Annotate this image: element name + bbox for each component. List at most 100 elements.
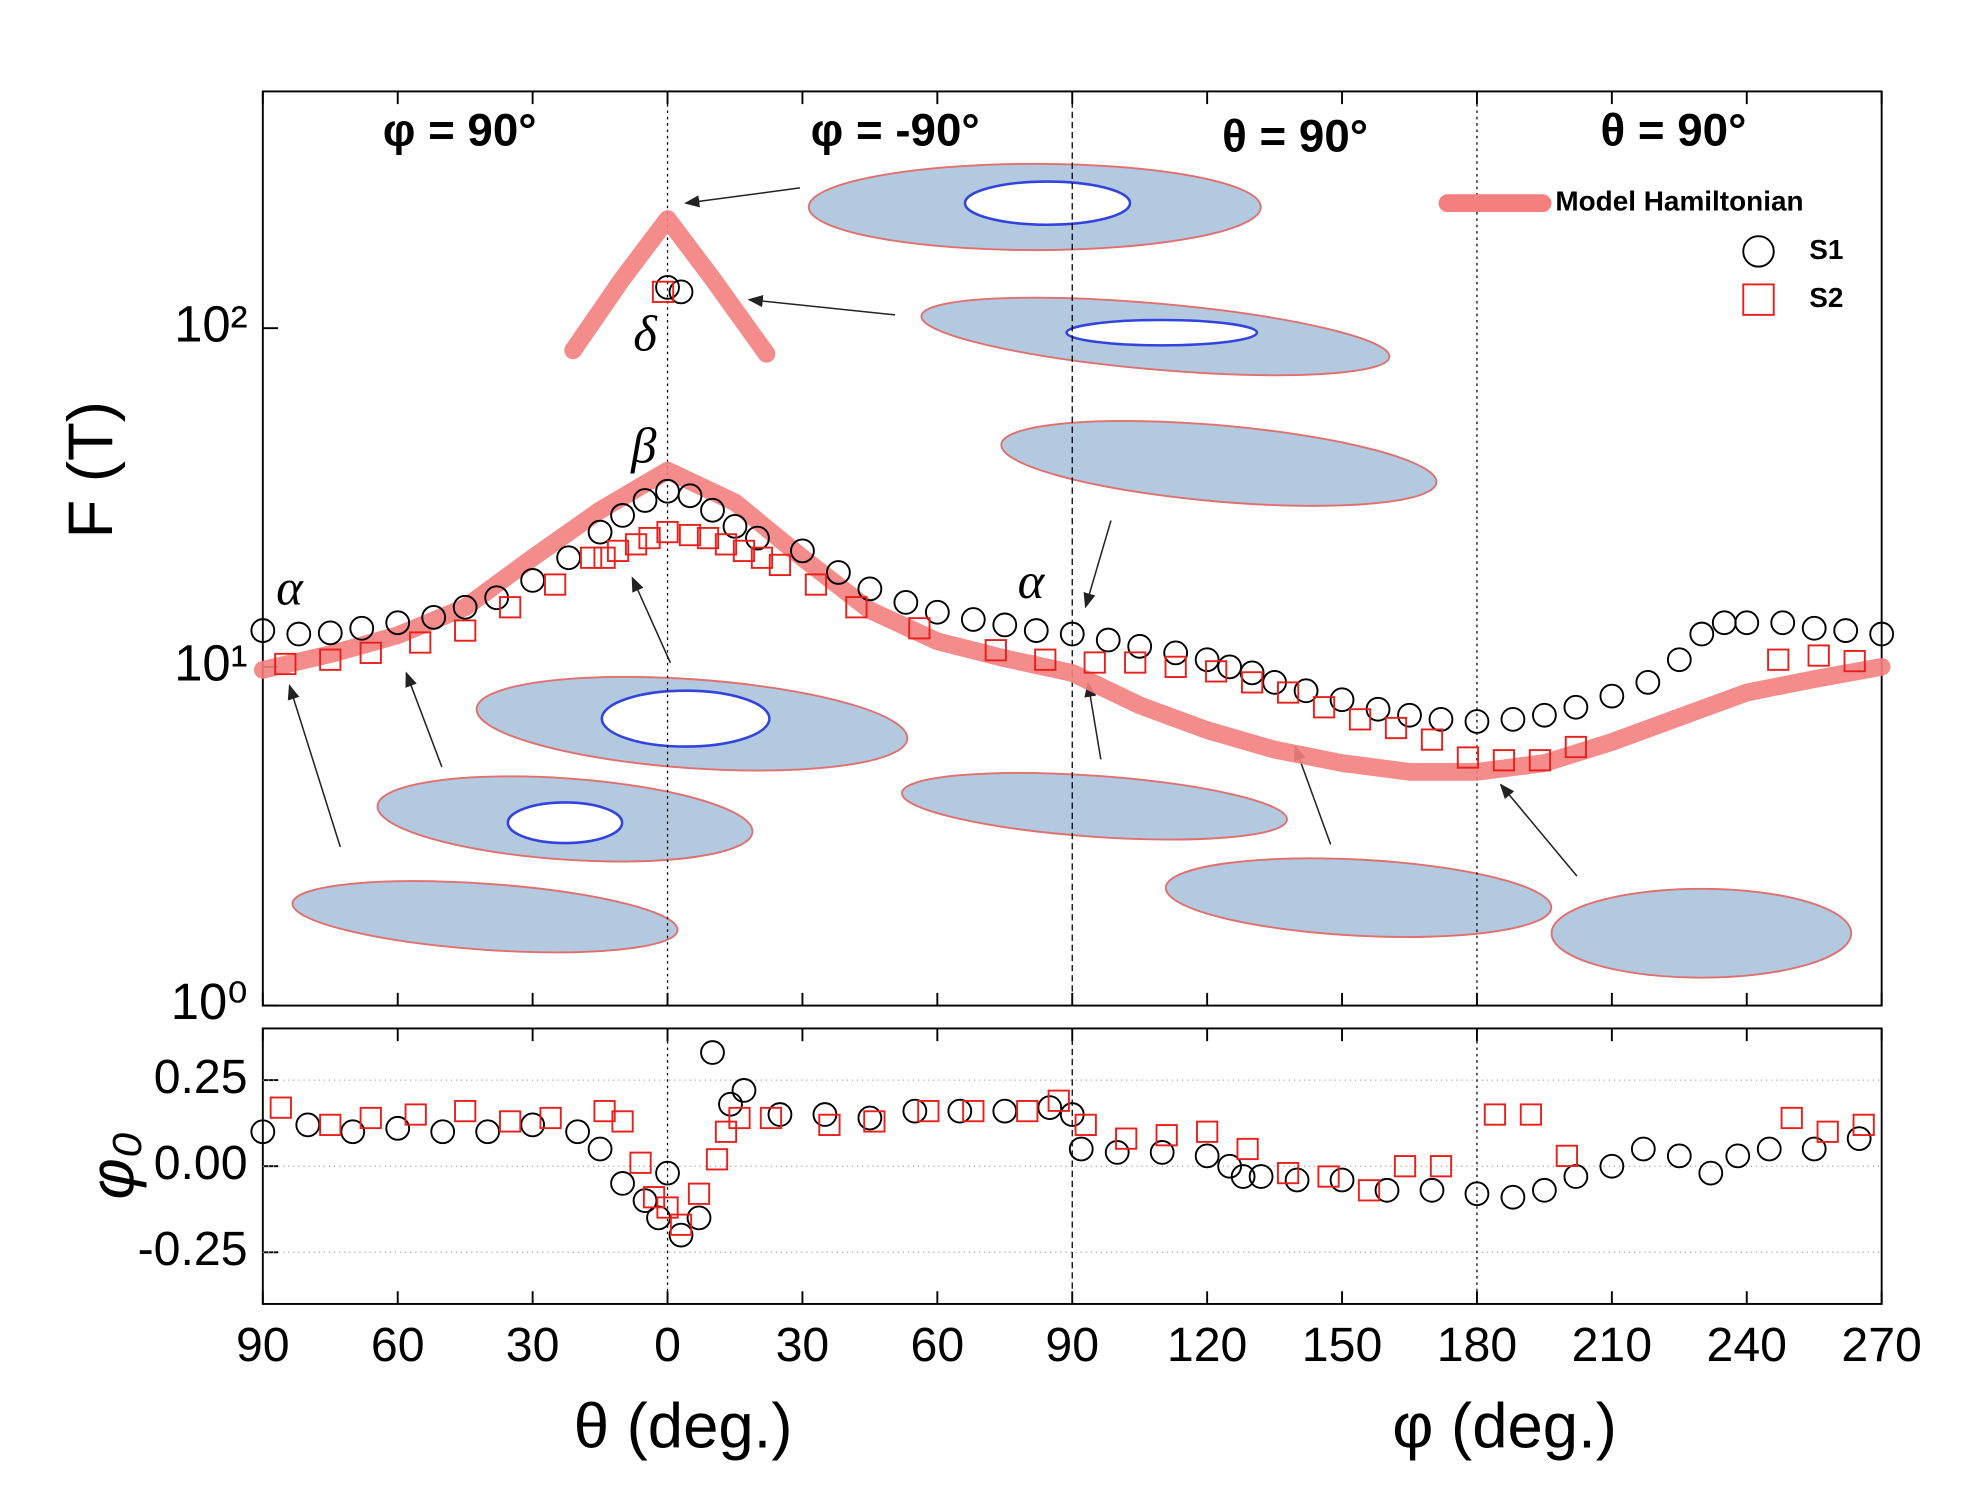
marker-s1 xyxy=(565,1119,590,1145)
marker-s1 xyxy=(1869,621,1895,647)
marker-s1 xyxy=(1428,706,1454,732)
marker-s2 xyxy=(1047,1089,1070,1112)
marker-s2 xyxy=(1528,749,1552,772)
marker-s1 xyxy=(1635,669,1661,695)
marker-s1 xyxy=(1095,627,1121,653)
marker-s1 xyxy=(632,488,658,513)
marker-s1 xyxy=(1464,709,1490,734)
marker-s2 xyxy=(759,1106,783,1130)
marker-s1 xyxy=(826,560,851,585)
marker-s2 xyxy=(1780,1106,1803,1130)
marker-s1 xyxy=(1194,647,1220,673)
y-tick-label: 10¹ xyxy=(174,634,247,691)
marker-s1 xyxy=(1734,610,1760,636)
marker-s1 xyxy=(430,1119,456,1145)
marker-s2 xyxy=(1155,1124,1178,1147)
marker-s2 xyxy=(1236,1137,1259,1161)
marker-s1 xyxy=(1284,1167,1310,1193)
marker-s2 xyxy=(1492,749,1516,772)
marker-s1 xyxy=(745,525,770,551)
marker-s2 xyxy=(1519,1103,1543,1126)
marker-s2 xyxy=(845,596,868,619)
annotation: θ = 90° xyxy=(1601,104,1747,155)
marker-s1 xyxy=(1068,1136,1094,1162)
marker-s2 xyxy=(1357,1179,1381,1202)
marker-s1 xyxy=(960,607,986,632)
y-tick-label: 10² xyxy=(174,296,247,353)
marker-s1 xyxy=(587,519,613,545)
marker-s2 xyxy=(319,648,342,671)
marker-s2 xyxy=(714,1120,738,1143)
marker-s1 xyxy=(1104,1140,1130,1165)
marker-s2 xyxy=(409,631,432,654)
marker-s2 xyxy=(1564,735,1587,759)
marker-s2 xyxy=(1767,648,1790,671)
marker-s1 xyxy=(610,1171,635,1196)
marker-s1 xyxy=(1532,702,1557,728)
annotation: δ xyxy=(633,306,658,362)
annotation: α xyxy=(1018,553,1046,609)
marker-s2 xyxy=(1852,1113,1875,1136)
marker-s2 xyxy=(962,1099,985,1123)
marker-s1 xyxy=(857,576,883,602)
marker-s2 xyxy=(1420,728,1444,751)
marker-s1 xyxy=(587,1136,613,1162)
marker-s2 xyxy=(750,546,774,569)
x-tick-label: 60 xyxy=(911,1318,965,1372)
y-tick-label: -0.25 xyxy=(138,1222,248,1276)
marker-s2 xyxy=(606,539,630,563)
marker-s1 xyxy=(385,610,411,636)
marker-s2 xyxy=(1164,655,1187,678)
marker-s1 xyxy=(1248,1164,1274,1189)
marker-s2 xyxy=(624,533,648,556)
marker-s2 xyxy=(1807,644,1830,667)
marker-s1 xyxy=(655,1160,680,1186)
marker-s2 xyxy=(768,553,792,577)
marker-s1 xyxy=(1239,660,1265,686)
marker-s2 xyxy=(579,546,603,569)
marker-s2 xyxy=(539,1106,562,1130)
legend-label: S2 xyxy=(1809,282,1843,313)
y-tick-label: 0.25 xyxy=(154,1050,248,1104)
marker-s2 xyxy=(687,1182,711,1205)
marker-s2 xyxy=(1312,696,1336,719)
marker-s1 xyxy=(1801,615,1827,641)
marker-s1 xyxy=(1023,618,1049,643)
marker-s2 xyxy=(1276,1161,1300,1185)
marker-s2 xyxy=(638,526,661,550)
marker-s2 xyxy=(908,617,931,640)
marker-s1 xyxy=(1532,1177,1557,1203)
marker-s2 xyxy=(669,1213,693,1236)
marker-s2 xyxy=(1555,1144,1578,1167)
marker-s1 xyxy=(1725,1143,1751,1169)
marker-s1 xyxy=(520,568,546,593)
marker-s2 xyxy=(454,619,477,642)
marker-s2 xyxy=(804,573,828,596)
marker-s1 xyxy=(1419,1177,1445,1203)
marker-s2 xyxy=(1241,671,1264,694)
marker-s1 xyxy=(1630,1136,1656,1162)
marker-s2 xyxy=(404,1103,427,1126)
marker-s1 xyxy=(1698,1160,1724,1186)
marker-s1 xyxy=(1329,1167,1355,1193)
legend-label: Model Hamiltonian xyxy=(1555,186,1803,217)
marker-s1 xyxy=(421,605,447,630)
marker-s2 xyxy=(984,639,1007,662)
marker-s2 xyxy=(1205,660,1228,683)
marker-s1 xyxy=(385,1115,411,1141)
y-axis-label: φ₀ xyxy=(78,1131,148,1199)
marker-s1 xyxy=(286,621,312,647)
marker-s1 xyxy=(475,1119,501,1145)
marker-s1 xyxy=(655,274,680,300)
marker-s2 xyxy=(1843,649,1866,673)
marker-s2 xyxy=(1393,1155,1417,1178)
marker-s1 xyxy=(1563,1164,1589,1189)
marker-s1 xyxy=(1127,633,1153,659)
marker-s1 xyxy=(686,1205,712,1231)
marker-s2 xyxy=(696,526,720,550)
marker-s1 xyxy=(250,1119,276,1145)
marker-s1 xyxy=(1666,1143,1692,1169)
marker-s1 xyxy=(1163,640,1189,666)
x-tick-label: 120 xyxy=(1167,1318,1247,1372)
marker-s1 xyxy=(857,1105,883,1131)
